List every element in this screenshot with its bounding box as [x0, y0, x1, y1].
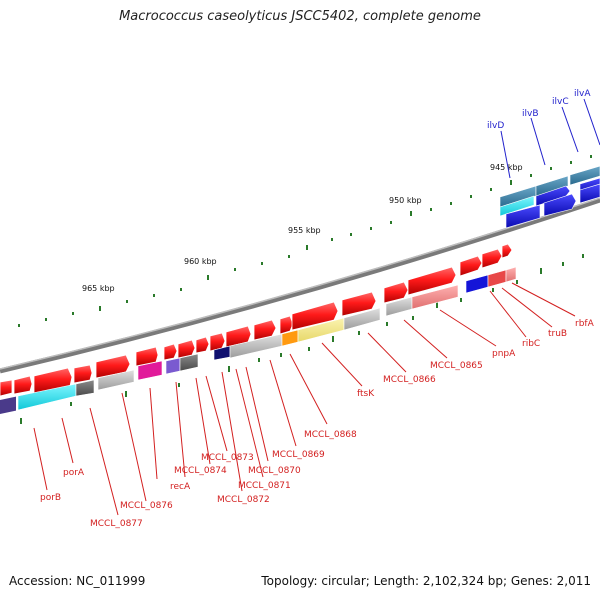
gene-label-MCCL_0876: MCCL_0876	[120, 501, 173, 511]
gene-label-MCCL_0872: MCCL_0872	[217, 495, 270, 505]
tick-label-960: 960 kbp	[184, 257, 217, 266]
reverse-genes[interactable]	[0, 266, 517, 414]
gene-label-ftsK: ftsK	[357, 389, 375, 399]
gene-label-ilvC: ilvC	[552, 97, 569, 107]
forward-genes[interactable]	[0, 243, 513, 397]
tick-label-950: 950 kbp	[389, 196, 422, 205]
gene-label-MCCL_0870: MCCL_0870	[248, 466, 301, 476]
gene-label-ribC: ribC	[522, 339, 540, 349]
gene-label-MCCL_0874: MCCL_0874	[174, 466, 227, 476]
tick-row-inner	[20, 254, 584, 424]
gene-label-ilvA: ilvA	[574, 89, 591, 99]
gene-label-porA: porA	[63, 468, 85, 478]
tick-row-outer	[18, 155, 592, 327]
gene-label-MCCL_0869: MCCL_0869	[272, 450, 325, 460]
genome-backbone	[0, 197, 600, 374]
genome-summary-text: Topology: circular; Length: 2,102,324 bp…	[261, 574, 591, 588]
accession-text: Accession: NC_011999	[9, 574, 146, 588]
tick-label-965: 965 kbp	[82, 284, 115, 293]
gene-label-recA: recA	[170, 482, 191, 492]
gene-label-MCCL_0877: MCCL_0877	[90, 519, 143, 529]
tick-label-945: 945 kbp	[490, 163, 523, 172]
gene-label-MCCL_0868: MCCL_0868	[304, 430, 357, 440]
gene-label-ilvD: ilvD	[487, 121, 504, 131]
gene-label-pnpA: pnpA	[492, 349, 516, 359]
gene-label-truB: truB	[548, 329, 567, 339]
gene-label-porB: porB	[40, 493, 61, 503]
gene-label-MCCL_0873: MCCL_0873	[201, 453, 254, 463]
top-label-leaders	[500, 98, 600, 179]
tick-label-955: 955 kbp	[288, 226, 321, 235]
bottom-label-leaders	[33, 282, 576, 516]
gene-label-rbfA: rbfA	[575, 319, 595, 329]
gene-label-MCCL_0866: MCCL_0866	[383, 375, 436, 385]
gene-label-ilvB: ilvB	[522, 109, 539, 119]
gene-label-MCCL_0865: MCCL_0865	[430, 361, 483, 371]
gene-label-MCCL_0871: MCCL_0871	[238, 481, 291, 491]
ilv-operon[interactable]	[499, 165, 600, 229]
map-title: Macrococcus caseolyticus JSCC5402, compl…	[119, 9, 481, 24]
